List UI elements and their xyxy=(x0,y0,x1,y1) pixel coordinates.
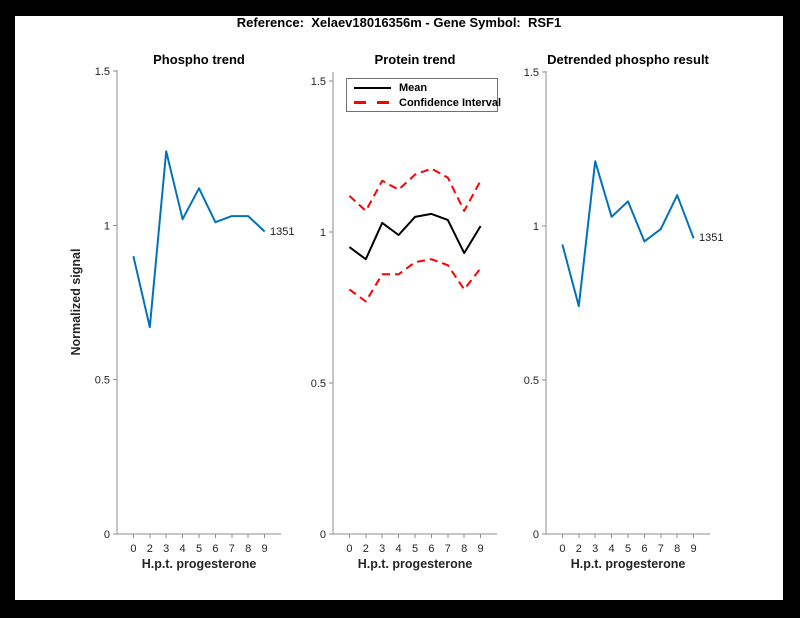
y-tick-label: 0 xyxy=(104,529,110,541)
subplot-title-protein-trend: Protein trend xyxy=(374,52,456,67)
x-tick-label: 9 xyxy=(478,543,484,555)
x-tick-label: 3 xyxy=(592,543,598,555)
x-tick-label: 5 xyxy=(625,543,631,555)
x-tick-label: 2 xyxy=(576,543,582,555)
x-tick-label: 5 xyxy=(196,543,202,555)
y-tick-label: 0 xyxy=(320,529,326,541)
y-tick-label: 0.5 xyxy=(524,375,539,387)
x-tick-label: 3 xyxy=(163,543,169,555)
y-tick-label: 1 xyxy=(533,221,539,233)
x-tick-label: 6 xyxy=(428,543,434,555)
data-line-confidence-interval xyxy=(348,258,482,303)
y-tick-label: 0 xyxy=(533,529,539,541)
y-tick-label: 1 xyxy=(320,227,326,239)
data-line-mean xyxy=(348,212,482,261)
x-tick-label: 9 xyxy=(691,543,697,555)
y-tick-label: 1.5 xyxy=(311,76,326,88)
legend-ci-line-sample xyxy=(354,101,391,104)
x-tick-label: 6 xyxy=(641,543,647,555)
x-axis-label-protein: H.p.t. progesterone xyxy=(357,557,473,571)
x-axis-label-phospho: H.p.t. progesterone xyxy=(141,557,257,571)
legend-label-confidence-interval: Confidence Interval xyxy=(399,96,502,109)
data-line-1351 xyxy=(132,150,266,329)
legend-mean-line-sample xyxy=(354,86,391,89)
y-tick-label: 1.5 xyxy=(524,67,539,79)
subplot-title-phospho-trend: Phospho trend xyxy=(153,52,245,67)
x-tick-label: 9 xyxy=(262,543,268,555)
x-tick-label: 0 xyxy=(346,543,352,555)
x-tick-label: 8 xyxy=(674,543,680,555)
subplot-phospho-trend: 00.511.50 2 3 4 5 6 7 8 9 xyxy=(95,66,281,555)
x-tick-label: 7 xyxy=(445,543,451,555)
subplot-detrended-phospho-result: 00.511.50 2 3 4 5 6 7 8 9 xyxy=(524,67,710,555)
x-tick-label: 8 xyxy=(245,543,251,555)
y-tick-label: 0.5 xyxy=(311,378,326,390)
x-tick-label: 4 xyxy=(609,543,615,555)
x-tick-label: 7 xyxy=(229,543,235,555)
x-tick-label: 8 xyxy=(461,543,467,555)
x-tick-label: 7 xyxy=(658,543,664,555)
y-tick-label: 1.5 xyxy=(95,66,110,78)
x-tick-label: 3 xyxy=(379,543,385,555)
series-end-label-detrended: 1351 xyxy=(699,232,724,244)
x-tick-label: 0 xyxy=(130,543,136,555)
x-tick-label: 4 xyxy=(180,543,186,555)
x-tick-label: 0 xyxy=(559,543,565,555)
x-tick-label: 4 xyxy=(396,543,402,555)
y-tick-label: 0.5 xyxy=(95,375,110,387)
x-tick-label: 5 xyxy=(412,543,418,555)
legend-label-mean: Mean xyxy=(399,81,428,94)
data-line-1351 xyxy=(561,160,695,308)
x-axis-label-detrended: H.p.t. progesterone xyxy=(570,557,686,571)
data-line-confidence-interval xyxy=(348,167,482,212)
legend: Mean Confidence Interval xyxy=(346,78,501,112)
legend-row-mean: Mean xyxy=(347,80,497,95)
x-tick-label: 6 xyxy=(212,543,218,555)
subplot-protein-trend: 00.511.50 2 3 4 5 6 7 8 9 xyxy=(311,72,497,555)
x-tick-label: 2 xyxy=(363,543,369,555)
series-end-label-phospho: 1351 xyxy=(270,226,295,238)
figure-title: Reference: Xelaev18016356m - Gene Symbol… xyxy=(236,15,562,30)
x-tick-label: 2 xyxy=(147,543,153,555)
figure-canvas xyxy=(15,16,783,600)
y-tick-label: 1 xyxy=(104,220,110,232)
subplot-title-detrended-phospho: Detrended phospho result xyxy=(547,52,709,67)
legend-row-confidence-interval: Confidence Interval xyxy=(347,95,501,110)
